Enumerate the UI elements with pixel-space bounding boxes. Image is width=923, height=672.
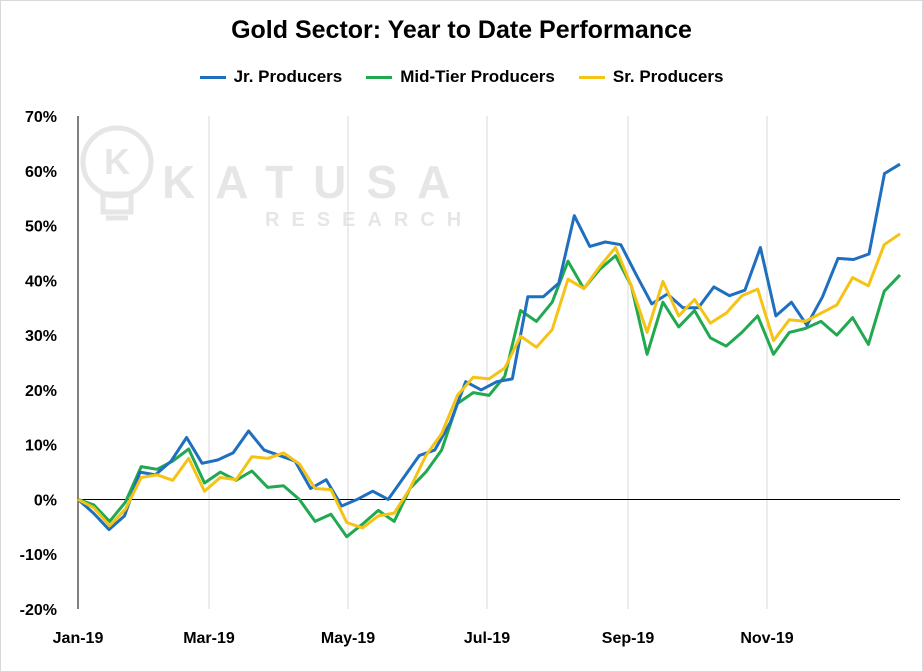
x-tick-label: Sep-19 bbox=[602, 630, 655, 647]
legend-label-jr-producers: Jr. Producers bbox=[233, 67, 343, 86]
y-tick-label: 50% bbox=[25, 219, 57, 236]
watermark-title: KATUSA bbox=[162, 156, 470, 208]
y-tick-label: 10% bbox=[25, 438, 57, 455]
x-tick-label: Jan-19 bbox=[53, 630, 104, 647]
y-axis-tick-labels: 70% 60% 50% 40% 30% 20% 10% 0% -10% -20% bbox=[20, 109, 57, 619]
series-lines bbox=[77, 162, 902, 539]
katusa-watermark: K KATUSA RESEARCH bbox=[80, 125, 473, 231]
x-tick-label: Nov-19 bbox=[740, 630, 793, 647]
series-line-jr-producers bbox=[77, 162, 901, 532]
series-line-sr-producers bbox=[77, 232, 901, 530]
x-axis-tick-labels: Jan-19 Mar-19 May-19 Jul-19 Sep-19 Nov-19 bbox=[53, 630, 794, 647]
y-tick-label: 20% bbox=[25, 383, 57, 400]
y-tick-label: 30% bbox=[25, 328, 57, 345]
legend-item-jr-producers: Jr. Producers bbox=[199, 67, 343, 87]
svg-text:K: K bbox=[104, 141, 130, 182]
watermark-subtitle: RESEARCH bbox=[265, 209, 473, 231]
legend-item-mid-tier-producers: Mid-Tier Producers bbox=[366, 67, 555, 87]
axes bbox=[77, 116, 900, 609]
series-line-mid-tier-producers bbox=[77, 254, 902, 539]
y-tick-label: 0% bbox=[34, 492, 57, 509]
x-tick-label: Jul-19 bbox=[464, 630, 510, 647]
legend-label-sr-producers: Sr. Producers bbox=[612, 67, 724, 86]
y-tick-label: 60% bbox=[25, 164, 57, 181]
x-tick-label: Mar-19 bbox=[183, 630, 235, 647]
legend-swatch-mid-tier-producers bbox=[366, 75, 393, 79]
y-tick-label: 40% bbox=[25, 273, 57, 290]
y-tick-label: -20% bbox=[20, 602, 57, 619]
legend-swatch-jr-producers bbox=[199, 75, 226, 79]
y-tick-label: 70% bbox=[25, 109, 57, 126]
x-tick-label: May-19 bbox=[321, 630, 375, 647]
lightbulb-k-logo-icon: K bbox=[80, 125, 154, 221]
chart-title: Gold Sector: Year to Date Performance bbox=[231, 16, 692, 44]
legend-label-mid-tier-producers: Mid-Tier Producers bbox=[400, 67, 555, 86]
legend-item-sr-producers: Sr. Producers bbox=[578, 67, 724, 87]
legend-swatch-sr-producers bbox=[578, 75, 605, 79]
y-tick-label: -10% bbox=[20, 547, 57, 564]
legend: Jr. Producers Mid-Tier Producers Sr. Pro… bbox=[0, 67, 923, 87]
